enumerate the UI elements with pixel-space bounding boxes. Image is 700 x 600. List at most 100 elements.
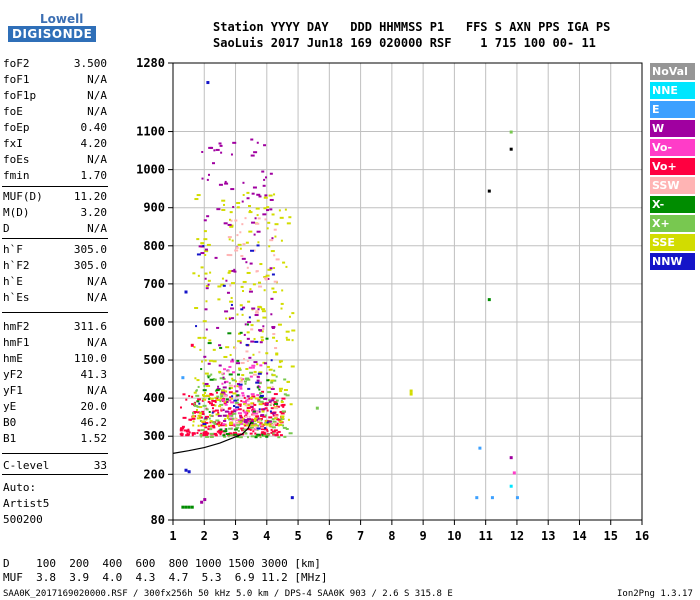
echo-mark — [262, 423, 266, 426]
echo-mark — [233, 410, 237, 413]
echo-mark — [273, 193, 276, 196]
echo-mark — [257, 308, 260, 311]
echo-mark — [256, 141, 259, 144]
echo-mark — [231, 358, 234, 361]
echo-mark — [208, 417, 211, 420]
echo-mark — [270, 412, 274, 415]
echo-mark — [260, 414, 265, 417]
echo-mark — [204, 426, 208, 429]
echo-mark — [225, 317, 228, 320]
echo-mark — [252, 410, 256, 413]
echo-mark — [232, 392, 237, 395]
echo-mark — [262, 325, 265, 328]
echo-mark — [225, 432, 230, 435]
echo-mark — [267, 277, 270, 280]
echo-mark — [253, 151, 258, 154]
echo-mark — [211, 399, 214, 402]
param-name: hmE — [3, 352, 23, 365]
echo-mark — [194, 198, 199, 201]
echo-mark — [282, 424, 285, 427]
echo-mark — [233, 423, 236, 426]
echo-mark — [239, 304, 243, 307]
echo-mark — [264, 402, 269, 405]
echo-mark — [241, 200, 244, 203]
echo-mark — [205, 408, 209, 411]
param-name: fxI — [3, 137, 23, 150]
param-row: fxI 4.20 — [3, 137, 107, 153]
echo-mark — [252, 428, 255, 431]
echo-mark — [255, 270, 259, 273]
echo-mark — [281, 397, 286, 400]
echo-mark — [233, 385, 236, 388]
echo-mark — [275, 414, 279, 417]
echo-mark — [252, 353, 255, 356]
echo-mark — [224, 403, 228, 406]
echo-mark — [225, 424, 228, 427]
echo-mark — [198, 416, 203, 419]
echo-mark — [271, 327, 275, 330]
echo-mark — [227, 223, 232, 226]
y-tick-label: 400 — [143, 391, 165, 405]
echo-mark — [208, 410, 211, 413]
echo-mark — [256, 427, 261, 430]
echo-mark — [218, 431, 223, 434]
echo-mark — [223, 355, 228, 358]
echo-mark — [287, 380, 291, 383]
echo-mark — [278, 420, 283, 423]
echo-mark — [266, 409, 269, 412]
echo-mark — [216, 395, 220, 398]
echo-mark — [239, 377, 243, 380]
plot-marks — [179, 81, 519, 509]
echo-mark — [259, 422, 263, 425]
param-value: 1.52 — [80, 432, 108, 445]
echo-mark — [196, 400, 200, 403]
echo-mark — [207, 428, 211, 431]
echo-mark — [254, 412, 259, 415]
echo-mark — [287, 418, 290, 421]
echo-mark — [257, 217, 261, 220]
legend-item: SSW — [650, 177, 695, 194]
param-name: h`F — [3, 243, 23, 256]
echo-mark — [202, 389, 207, 392]
echo-mark — [253, 249, 256, 252]
y-tick-label: 900 — [143, 201, 165, 215]
echo-mark — [270, 407, 274, 410]
echo-mark — [270, 250, 275, 253]
echo-mark — [241, 394, 245, 397]
echo-mark — [215, 419, 220, 422]
echo-mark — [231, 317, 235, 320]
logo-line2: DIGISONDE — [8, 26, 97, 42]
echo-point — [206, 81, 210, 85]
echo-mark — [196, 253, 201, 256]
echo-mark — [239, 341, 242, 344]
echo-mark — [261, 308, 266, 311]
echo-mark — [264, 278, 268, 281]
echo-mark — [191, 403, 195, 406]
echo-mark — [243, 423, 246, 426]
echo-mark — [262, 328, 265, 331]
echo-mark — [258, 285, 263, 288]
echo-mark — [246, 424, 251, 427]
echo-mark — [271, 397, 276, 400]
echo-mark — [251, 395, 256, 398]
echo-mark — [259, 341, 263, 344]
echo-mark — [240, 361, 245, 364]
echo-mark — [235, 390, 239, 393]
echo-mark — [257, 420, 261, 423]
echo-mark — [258, 388, 261, 391]
echo-mark — [201, 399, 204, 402]
param-row: foEp 0.40 — [3, 121, 107, 137]
echo-mark — [285, 427, 289, 430]
echo-mark — [236, 206, 240, 209]
echo-mark — [193, 391, 197, 394]
param-row: yE 20.0 — [3, 400, 107, 416]
echo-mark — [195, 408, 198, 411]
echo-mark — [261, 390, 265, 393]
echo-mark — [205, 284, 209, 287]
echo-mark — [265, 337, 269, 340]
echo-mark — [248, 230, 253, 233]
echo-mark — [274, 433, 279, 436]
echo-mark — [228, 373, 233, 376]
echo-mark — [253, 337, 256, 340]
echo-mark — [200, 429, 205, 432]
